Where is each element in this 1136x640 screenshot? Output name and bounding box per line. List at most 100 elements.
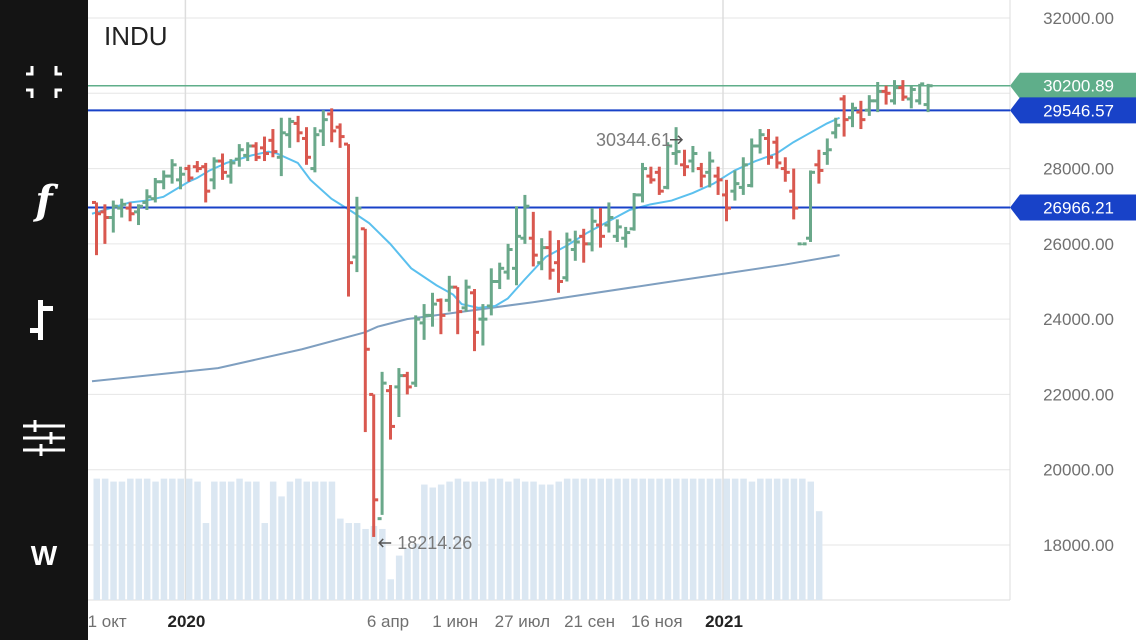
ohlc-bar xyxy=(621,226,631,248)
ohlc-wick xyxy=(221,153,224,180)
ohlc-bar xyxy=(654,166,664,195)
ohlc-open-tick xyxy=(831,131,836,135)
ohlc-bar xyxy=(906,85,916,109)
indicator-function-icon[interactable]: f xyxy=(35,176,53,224)
ohlc-open-tick xyxy=(722,193,726,197)
ohlc-bar xyxy=(344,142,353,297)
ohlc-bar xyxy=(377,371,387,521)
volume-bar xyxy=(454,478,462,600)
ohlc-close-tick xyxy=(231,161,236,165)
ohlc-bar xyxy=(806,170,815,242)
ohlc-wick xyxy=(153,177,157,203)
ohlc-bar xyxy=(848,102,857,128)
ohlc-bar xyxy=(209,157,219,190)
ohlc-close-tick xyxy=(265,152,269,156)
volume-bar xyxy=(673,478,680,600)
ohlc-open-tick xyxy=(814,163,819,167)
ohlc-close-tick xyxy=(315,133,320,137)
ohlc-close-tick xyxy=(517,234,521,238)
ohlc-open-tick xyxy=(243,153,248,157)
volume-bar xyxy=(622,478,630,600)
ohlc-close-tick xyxy=(685,165,689,169)
ohlc-bar xyxy=(512,206,521,286)
ohlc-close-tick xyxy=(617,225,622,229)
ohlc-open-tick xyxy=(562,276,567,280)
ohlc-open-tick xyxy=(780,167,785,171)
ohlc-close-tick xyxy=(676,150,681,154)
volume-bar xyxy=(715,478,722,600)
expand-icon[interactable] xyxy=(0,52,88,112)
ohlc-close-tick xyxy=(155,180,160,184)
ohlc-wick xyxy=(666,142,670,190)
ohlc-close-tick xyxy=(886,91,891,95)
annotations: 30344.61 18214.26 xyxy=(378,130,684,553)
ohlc-open-tick xyxy=(167,174,172,178)
ohlc-wick xyxy=(893,80,896,105)
price-tag-shape xyxy=(1010,72,1136,99)
ohlc-close-tick xyxy=(491,280,496,283)
ohlc-close-tick xyxy=(861,118,866,122)
ohlc-open-tick xyxy=(537,261,542,265)
ohlc-bar xyxy=(604,202,614,233)
ohlc-close-tick xyxy=(181,172,185,176)
ohlc-open-tick xyxy=(923,103,928,107)
ohlc-bar xyxy=(831,117,841,139)
ohlc-bar xyxy=(117,198,127,218)
ohlc-open-tick xyxy=(486,304,491,308)
ohlc-close-tick xyxy=(827,148,832,152)
volume-bar xyxy=(773,478,781,600)
ohlc-open-tick xyxy=(671,152,676,156)
ohlc-wick xyxy=(229,159,233,184)
ohlc-open-tick xyxy=(436,298,441,302)
ohlc-bar xyxy=(881,85,891,105)
ohlc-open-tick xyxy=(512,266,516,270)
volume-bar xyxy=(169,478,176,600)
x-tick-label: 1 июн xyxy=(432,612,478,631)
volume-bar xyxy=(295,478,302,600)
settings-sliders-icon[interactable] xyxy=(0,408,88,468)
ohlc-close-tick xyxy=(256,155,261,159)
ohlc-wick xyxy=(305,127,308,165)
volume-bar xyxy=(496,478,504,600)
ohlc-wick xyxy=(876,81,880,113)
ohlc-bar xyxy=(470,289,479,352)
volume-bar xyxy=(412,543,420,600)
period-button[interactable]: W xyxy=(30,540,58,571)
ohlc-close-tick xyxy=(172,163,177,167)
ohlc-close-tick xyxy=(693,152,698,156)
ohlc-close-tick xyxy=(777,161,782,165)
volume-bar xyxy=(110,481,117,600)
volume-bar xyxy=(135,478,142,600)
ohlc-open-tick xyxy=(386,389,390,393)
ohlc-bar xyxy=(125,202,135,222)
ohlc-open-tick xyxy=(520,236,525,240)
ohlc-open-tick xyxy=(646,174,651,178)
volume-bar xyxy=(387,579,394,600)
ohlc-bar xyxy=(495,262,505,290)
ohlc-open-tick xyxy=(621,236,626,240)
ohlc-open-tick xyxy=(108,216,113,220)
ohlc-open-tick xyxy=(134,210,138,214)
volume-bar xyxy=(353,523,361,600)
ohlc-open-tick xyxy=(302,136,306,140)
ohlc-bar xyxy=(520,194,530,244)
ohlc-bar xyxy=(646,166,656,184)
chart-type-icon[interactable] xyxy=(0,290,88,350)
ohlc-wick xyxy=(338,123,342,148)
ohlc-open-tick xyxy=(461,306,466,310)
ohlc-open-tick xyxy=(915,99,920,103)
ohlc-bar xyxy=(822,138,832,165)
ohlc-open-tick xyxy=(612,234,617,238)
ohlc-close-tick xyxy=(407,385,412,389)
volume-bar xyxy=(605,478,613,600)
ohlc-bar xyxy=(268,129,278,158)
ohlc-wick xyxy=(565,232,569,282)
ohlc-open-tick xyxy=(327,112,332,116)
ohlc-bar xyxy=(671,127,681,165)
ohlc-bar xyxy=(554,240,563,293)
ohlc-wick xyxy=(708,151,712,188)
ohlc-wick xyxy=(884,85,888,105)
ohlc-wick xyxy=(179,166,182,190)
ohlc-close-tick xyxy=(214,159,219,163)
